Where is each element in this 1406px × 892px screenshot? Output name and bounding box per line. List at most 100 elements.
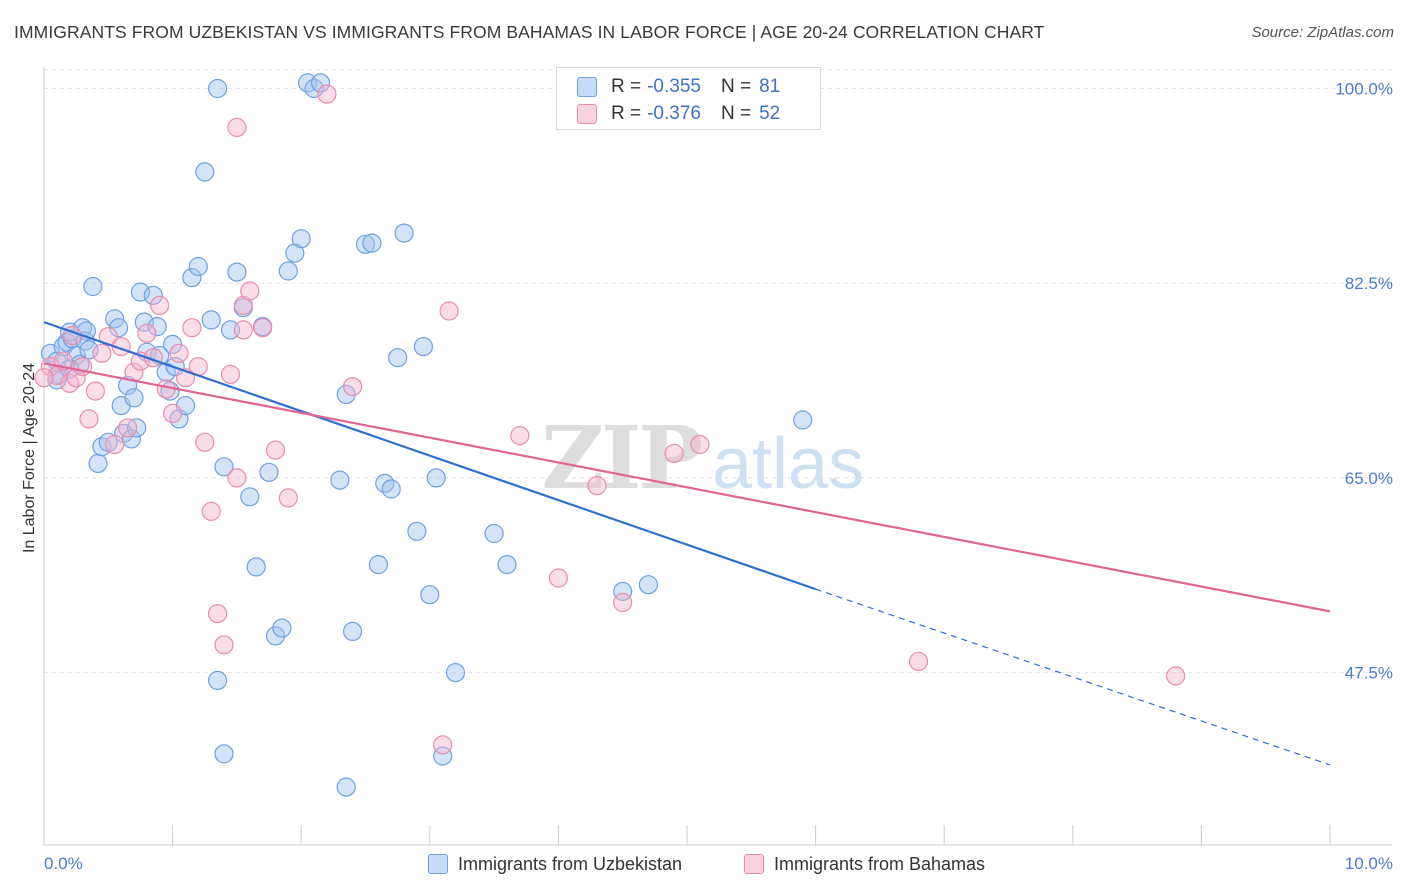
legend-swatch-bahamas: [577, 104, 597, 124]
uzbekistan-point: [355, 234, 376, 254]
bahamas-point: [343, 377, 363, 397]
chart-source: Source: ZipAtlas.com: [1251, 24, 1394, 41]
watermark-atlas: atlas: [712, 424, 864, 504]
uzbekistan-point: [445, 662, 466, 683]
bahamas-point: [1166, 666, 1186, 686]
gridlines: [44, 69, 1392, 674]
uzbekistan-point: [285, 243, 305, 263]
uzbekistan-point: [388, 348, 408, 368]
uzbekistan-point: [278, 261, 298, 281]
uzbekistan-point: [201, 310, 221, 330]
uzbekistan-point: [330, 470, 350, 490]
bahamas-point: [169, 343, 189, 363]
legend-n-label: N =: [720, 76, 752, 97]
legend-swatch-uzbekistan: [577, 77, 597, 97]
x-tick-label-max: 10.0%: [1345, 854, 1393, 873]
y-tick-label: 82.5%: [1345, 274, 1393, 293]
uzbekistan-point: [208, 78, 228, 99]
uzbekistan-point: [124, 388, 144, 408]
legend-row-bahamas: R = -0.376 N = 52: [577, 101, 780, 127]
uzbekistan-point: [156, 362, 176, 382]
axes: [43, 66, 1392, 846]
uzbekistan-point: [83, 276, 103, 297]
legend-item-label-uzbekistan: Immigrants from Uzbekistan: [458, 853, 683, 874]
bahamas-point: [208, 603, 228, 624]
uzbekistan-point: [259, 462, 279, 482]
uzbekistan-point: [638, 575, 659, 595]
watermark-zip: ZIP: [541, 408, 701, 509]
uzbekistan-point: [426, 468, 446, 488]
bahamas-point: [253, 318, 273, 338]
y-axis-label: In Labor Force | Age 20-24: [21, 363, 38, 553]
uzbekistan-point: [227, 262, 247, 282]
uzbekistan-point: [394, 223, 414, 243]
bahamas-point: [240, 281, 260, 301]
bahamas-point: [105, 434, 125, 455]
legend-item-bahamas: Immigrants from Bahamas: [744, 850, 985, 878]
legend-item-swatch-uzbekistan: [428, 854, 448, 874]
uzbekistan-point: [793, 410, 813, 430]
bahamas-point: [548, 568, 569, 588]
bahamas-point: [220, 364, 241, 384]
y-tick-label: 65.0%: [1345, 469, 1393, 488]
uzbekistan-point: [381, 479, 401, 499]
uzbekistan-point: [195, 162, 215, 182]
uzbekistan-point: [362, 233, 382, 253]
bahamas-point: [317, 84, 337, 104]
bahamas-point: [34, 368, 54, 388]
bahamas-point: [150, 295, 170, 315]
uzbekistan-point: [182, 268, 202, 288]
stats-legend: R = -0.355 N = 81 R = -0.376 N = 52: [556, 67, 821, 130]
bahamas-point: [227, 468, 247, 488]
uzbekistan-point: [420, 585, 440, 605]
bahamas-point: [163, 403, 183, 423]
legend-r-value-uzbekistan: -0.355: [647, 76, 701, 97]
bahamas-point: [233, 320, 253, 340]
uzbekistan-point: [336, 777, 356, 797]
uzbekistan-point: [246, 557, 266, 577]
legend-n-value-bahamas: 52: [759, 103, 781, 124]
bahamas-point: [439, 301, 459, 321]
legend-item-swatch-bahamas: [744, 854, 764, 874]
series-legend: Immigrants from Uzbekistan Immigrants fr…: [0, 850, 1406, 878]
uzbekistan-point: [265, 626, 286, 646]
legend-item-label-bahamas: Immigrants from Bahamas: [774, 853, 986, 874]
bahamas-point: [85, 381, 106, 401]
bahamas-point: [908, 651, 929, 672]
uzbekistan-trend-line: [43, 321, 816, 591]
uzbekistan-point: [368, 554, 388, 575]
uzbekistan-point: [407, 521, 427, 541]
legend-row-uzbekistan: R = -0.355 N = 81: [577, 74, 780, 100]
bahamas-point: [79, 409, 99, 429]
bahamas-point: [278, 488, 298, 508]
uzbekistan-point: [413, 337, 433, 357]
uzbekistan-point: [147, 317, 167, 337]
series-uzbekistan-points: [40, 73, 813, 797]
bahamas-point: [227, 117, 247, 138]
uzbekistan-point: [88, 453, 108, 473]
uzbekistan-point: [214, 457, 234, 477]
legend-item-uzbekistan: Immigrants from Uzbekistan: [428, 850, 682, 878]
uzbekistan-point: [310, 73, 331, 93]
uzbekistan-point: [143, 285, 163, 305]
bahamas-point: [613, 592, 633, 613]
uzbekistan-point: [208, 670, 228, 691]
legend-n-label: N =: [720, 103, 752, 124]
uzbekistan-point: [343, 621, 363, 642]
chart-title: IMMIGRANTS FROM UZBEKISTAN VS IMMIGRANTS…: [14, 22, 1045, 42]
uzbekistan-point: [497, 554, 517, 575]
y-tick-label: 47.5%: [1345, 664, 1393, 683]
legend-n-value-uzbekistan: 81: [759, 76, 781, 97]
bahamas-point: [664, 443, 684, 463]
legend-r-label: R =: [611, 103, 642, 124]
watermark: ZIP atlas: [541, 408, 864, 509]
x-tick-label-min: 0.0%: [44, 854, 83, 873]
bahamas-point: [98, 327, 118, 347]
uzbekistan-trend-extension: [815, 588, 1331, 766]
bahamas-point: [690, 434, 710, 455]
bahamas-point: [510, 426, 530, 446]
y-tick-labels: 47.5% 65.0% 82.5% 100.0%: [1335, 80, 1393, 683]
bahamas-point: [587, 476, 607, 496]
uzbekistan-point: [291, 229, 311, 249]
